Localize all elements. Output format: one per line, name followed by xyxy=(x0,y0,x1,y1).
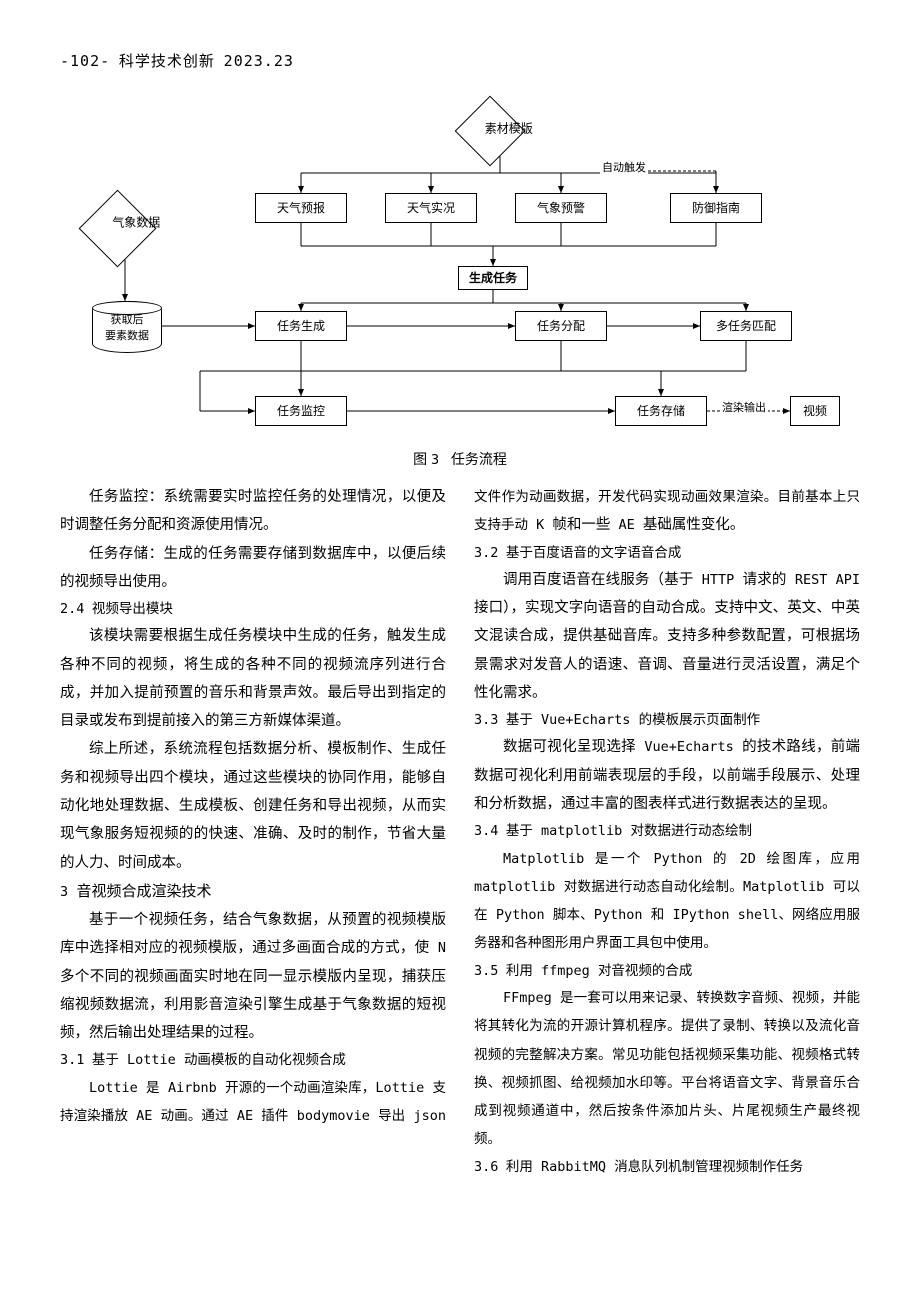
node-gentask: 生成任务 xyxy=(458,266,528,290)
node-taskstore: 任务存储 xyxy=(615,396,707,426)
node-guide: 防御指南 xyxy=(670,193,762,223)
edge-label-render: 渲染输出 xyxy=(720,399,768,415)
p-taskmon: 任务监控：系统需要实时监控任务的处理情况，以便及时调整任务分配和资源使用情况。 xyxy=(60,483,446,540)
node-fetch: 获取后 要素数据 xyxy=(92,301,162,353)
p-2-4-1: 该模块需要根据生成任务模块中生成的任务，触发生成各种不同的视频，将生成的各种不同… xyxy=(60,622,446,735)
h-3-6: 3.6 利用 RabbitMQ 消息队列机制管理视频制作任务 xyxy=(474,1154,860,1180)
node-template: 素材模版 xyxy=(455,96,526,167)
p-2-4-2: 综上所述，系统流程包括数据分析、模板制作、生成任务和视频导出四个模块，通过这些模… xyxy=(60,735,446,876)
h-3: 3 音视频合成渲染技术 xyxy=(60,877,446,906)
body-columns: 任务监控：系统需要实时监控任务的处理情况，以便及时调整任务分配和资源使用情况。 … xyxy=(60,483,860,1180)
node-taskmon: 任务监控 xyxy=(255,396,347,426)
node-warning: 气象预警 xyxy=(515,193,607,223)
page-number: -102- xyxy=(60,52,110,70)
page-header: -102- 科学技术创新 2023.23 xyxy=(60,50,860,71)
p-3-5: FFmpeg 是一套可以用来记录、转换数字音频、视频，并能将其转化为流的开源计算… xyxy=(474,984,860,1154)
node-live: 天气实况 xyxy=(385,193,477,223)
edge-label-auto: 自动触发 xyxy=(600,159,648,175)
node-weather-label: 气象数据 xyxy=(101,213,171,230)
p-taskstore: 任务存储：生成的任务需要存储到数据库中，以便后续的视频导出使用。 xyxy=(60,540,446,597)
node-taskdist: 任务分配 xyxy=(515,311,607,341)
h-3-1: 3.1 基于 Lottie 动画模板的自动化视频合成 xyxy=(60,1047,446,1073)
year-issue: 2023.23 xyxy=(224,52,294,70)
p-3-2: 调用百度语音在线服务（基于 HTTP 请求的 REST API 接口），实现文字… xyxy=(474,566,860,707)
figure-caption: 图 3 任务流程 xyxy=(60,449,860,469)
p-3-3: 数据可视化呈现选择 Vue+Echarts 的技术路线，前端数据可视化利用前端表… xyxy=(474,733,860,818)
node-weather: 气象数据 xyxy=(79,190,157,268)
node-video: 视频 xyxy=(790,396,840,426)
h-3-4: 3.4 基于 matplotlib 对数据进行动态绘制 xyxy=(474,818,860,844)
h-3-3: 3.3 基于 Vue+Echarts 的模板展示页面制作 xyxy=(474,707,860,733)
p-3-1: 基于一个视频任务，结合气象数据，从预置的视频模版库中选择相对应的视频模版，通过多… xyxy=(60,906,446,1047)
flowchart-figure: 素材模版 天气预报 天气实况 气象预警 防御指南 气象数据 生成任务 获取后 要… xyxy=(70,101,850,441)
h-3-2: 3.2 基于百度语音的文字语音合成 xyxy=(474,540,860,566)
node-template-label: 素材模版 xyxy=(474,119,544,136)
h-3-5: 3.5 利用 ffmpeg 对音视频的合成 xyxy=(474,958,860,984)
node-multitask: 多任务匹配 xyxy=(700,311,792,341)
node-taskgen: 任务生成 xyxy=(255,311,347,341)
journal-name: 科学技术创新 xyxy=(119,53,215,70)
h-2-4: 2.4 视频导出模块 xyxy=(60,596,446,622)
p-3-4: Matplotlib 是一个 Python 的 2D 绘图库，应用 matplo… xyxy=(474,845,860,958)
node-forecast: 天气预报 xyxy=(255,193,347,223)
